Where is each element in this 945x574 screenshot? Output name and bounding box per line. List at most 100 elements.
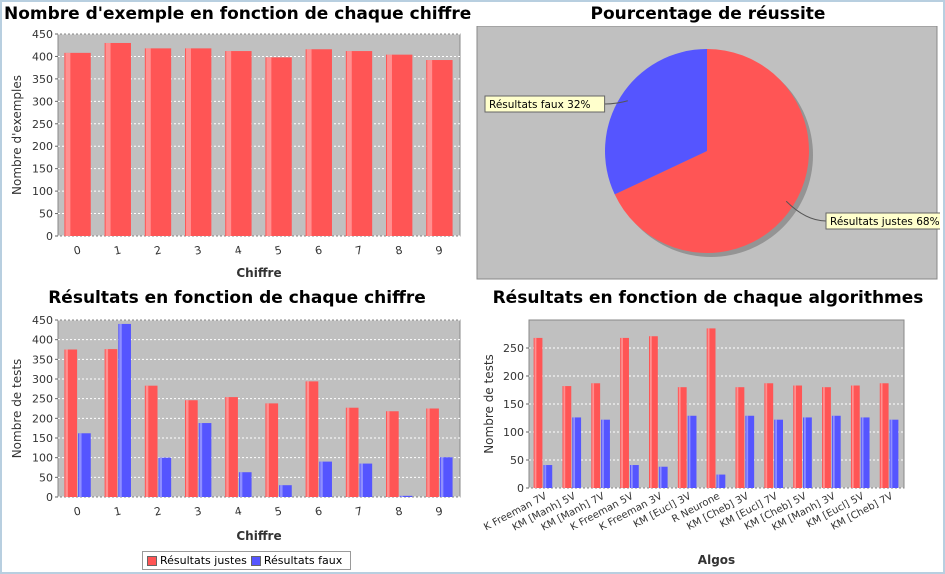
bar-highlight: [534, 337, 537, 488]
bar-highlight: [804, 417, 806, 488]
bar-highlight: [544, 465, 547, 488]
y-tick-label: 300: [32, 95, 53, 108]
bar-value-4: [225, 51, 252, 237]
bar-highlight: [427, 60, 433, 237]
bar-highlight: [688, 415, 691, 488]
bar-highlight: [880, 383, 883, 488]
y-tick-label: 150: [32, 163, 53, 176]
bar-highlight: [851, 385, 854, 488]
y-tick-label: 50: [39, 471, 53, 484]
bar-justes-3: [185, 400, 198, 497]
pie-slice-faux: [605, 49, 707, 195]
bar-justes-2: [144, 385, 158, 497]
y-axis-label: Nombre d'exemples: [10, 75, 24, 195]
bar-value-0: [64, 52, 91, 236]
bar-highlight: [736, 387, 739, 488]
bar-faux-0: [78, 433, 91, 497]
x-tick-label: 2: [153, 504, 163, 518]
bar-highlight: [573, 417, 576, 488]
bar-faux-10: [831, 415, 841, 488]
bar-faux-8: [774, 419, 783, 488]
bar-highlight: [186, 400, 189, 497]
bar-value-3: [185, 48, 212, 237]
bar-faux-6: [319, 461, 332, 497]
legend-label-faux: Résultats faux: [263, 554, 343, 567]
bar-faux-3: [629, 465, 639, 488]
x-axis-label: Algos: [698, 553, 735, 567]
bar-highlight: [79, 433, 82, 497]
bar-value-6: [305, 49, 332, 236]
y-tick-label: 450: [32, 28, 53, 41]
bar-highlight: [794, 385, 796, 488]
bar-faux-8: [399, 495, 413, 497]
bar-highlight: [119, 323, 122, 497]
x-axis-label: Chiffre: [236, 529, 281, 543]
bar-justes-4: [649, 336, 658, 488]
bar-justes-8: [386, 411, 399, 497]
bar-highlight: [400, 495, 404, 497]
legend-swatch-faux: [250, 555, 261, 566]
y-tick-label: 0: [517, 482, 524, 495]
chart3-svg: 0 50 100 150 200 250 300 350 400 450 0 1 2 3 4 5 6 7 8 9 Chi…: [10, 314, 461, 543]
y-tick-label: 100: [32, 185, 53, 198]
x-tick-label: 5: [274, 243, 284, 257]
bar-highlight: [226, 397, 229, 497]
bar-highlight: [65, 349, 68, 497]
bar-justes-2: [591, 383, 601, 488]
x-tick-label: 6: [314, 504, 324, 518]
bar-highlight: [592, 383, 595, 488]
bar-highlight: [890, 419, 893, 488]
pie-label-justes: Résultats justes 68%: [830, 216, 940, 228]
bar-highlight: [145, 48, 151, 237]
bar-justes-1: [104, 349, 118, 497]
chart2-title: Pourcentage de réussite: [590, 4, 826, 24]
x-tick-label: 8: [394, 504, 404, 518]
bar-highlight: [199, 423, 203, 497]
bar-justes-9: [793, 385, 803, 488]
bar-highlight: [65, 52, 71, 236]
x-tick-label: 8: [394, 243, 404, 257]
bar-highlight: [387, 411, 390, 497]
x-tick-label: 7: [354, 504, 364, 518]
y-tick-label: 150: [32, 432, 53, 445]
bar-value-8: [386, 54, 413, 236]
bar-faux-6: [716, 474, 726, 488]
y-tick-label: 50: [510, 454, 524, 467]
bar-highlight: [346, 407, 350, 497]
pie-label-leader: [785, 200, 827, 222]
bar-highlight: [832, 415, 835, 488]
bar-highlight: [765, 383, 768, 488]
bar-highlight: [659, 466, 662, 488]
legend-swatch-justes: [147, 555, 157, 566]
bar-faux-12: [889, 419, 899, 488]
bar-highlight: [105, 349, 109, 497]
bar-highlight: [775, 419, 777, 488]
x-tick-label: 9: [434, 243, 444, 257]
bar-justes-8: [764, 383, 774, 488]
bar-highlight: [320, 461, 323, 497]
chart3-title: Résultats en fonction de chaque chiffre: [48, 288, 426, 308]
bar-justes-7: [345, 407, 359, 497]
bar-highlight: [717, 474, 720, 488]
bar-highlight: [823, 387, 825, 488]
pie-slice-justes: [614, 49, 809, 253]
bar-highlight: [266, 403, 269, 497]
bar-highlight: [650, 336, 652, 488]
bar-value-5: [265, 57, 292, 236]
bar-highlight: [145, 385, 149, 497]
bar-faux-1: [572, 417, 582, 488]
bar-highlight: [360, 463, 363, 497]
bar-faux-2: [158, 457, 172, 497]
bar-justes-0: [533, 337, 543, 488]
bar-highlight: [186, 48, 191, 237]
bar-highlight: [746, 415, 749, 488]
x-tick-label: 2: [153, 243, 163, 257]
bar-highlight: [861, 417, 864, 488]
y-tick-label: 0: [46, 491, 53, 504]
y-tick-label: 250: [503, 342, 524, 355]
bar-justes-7: [735, 387, 745, 488]
bar-justes-0: [64, 349, 78, 497]
y-tick-label: 400: [32, 50, 53, 63]
